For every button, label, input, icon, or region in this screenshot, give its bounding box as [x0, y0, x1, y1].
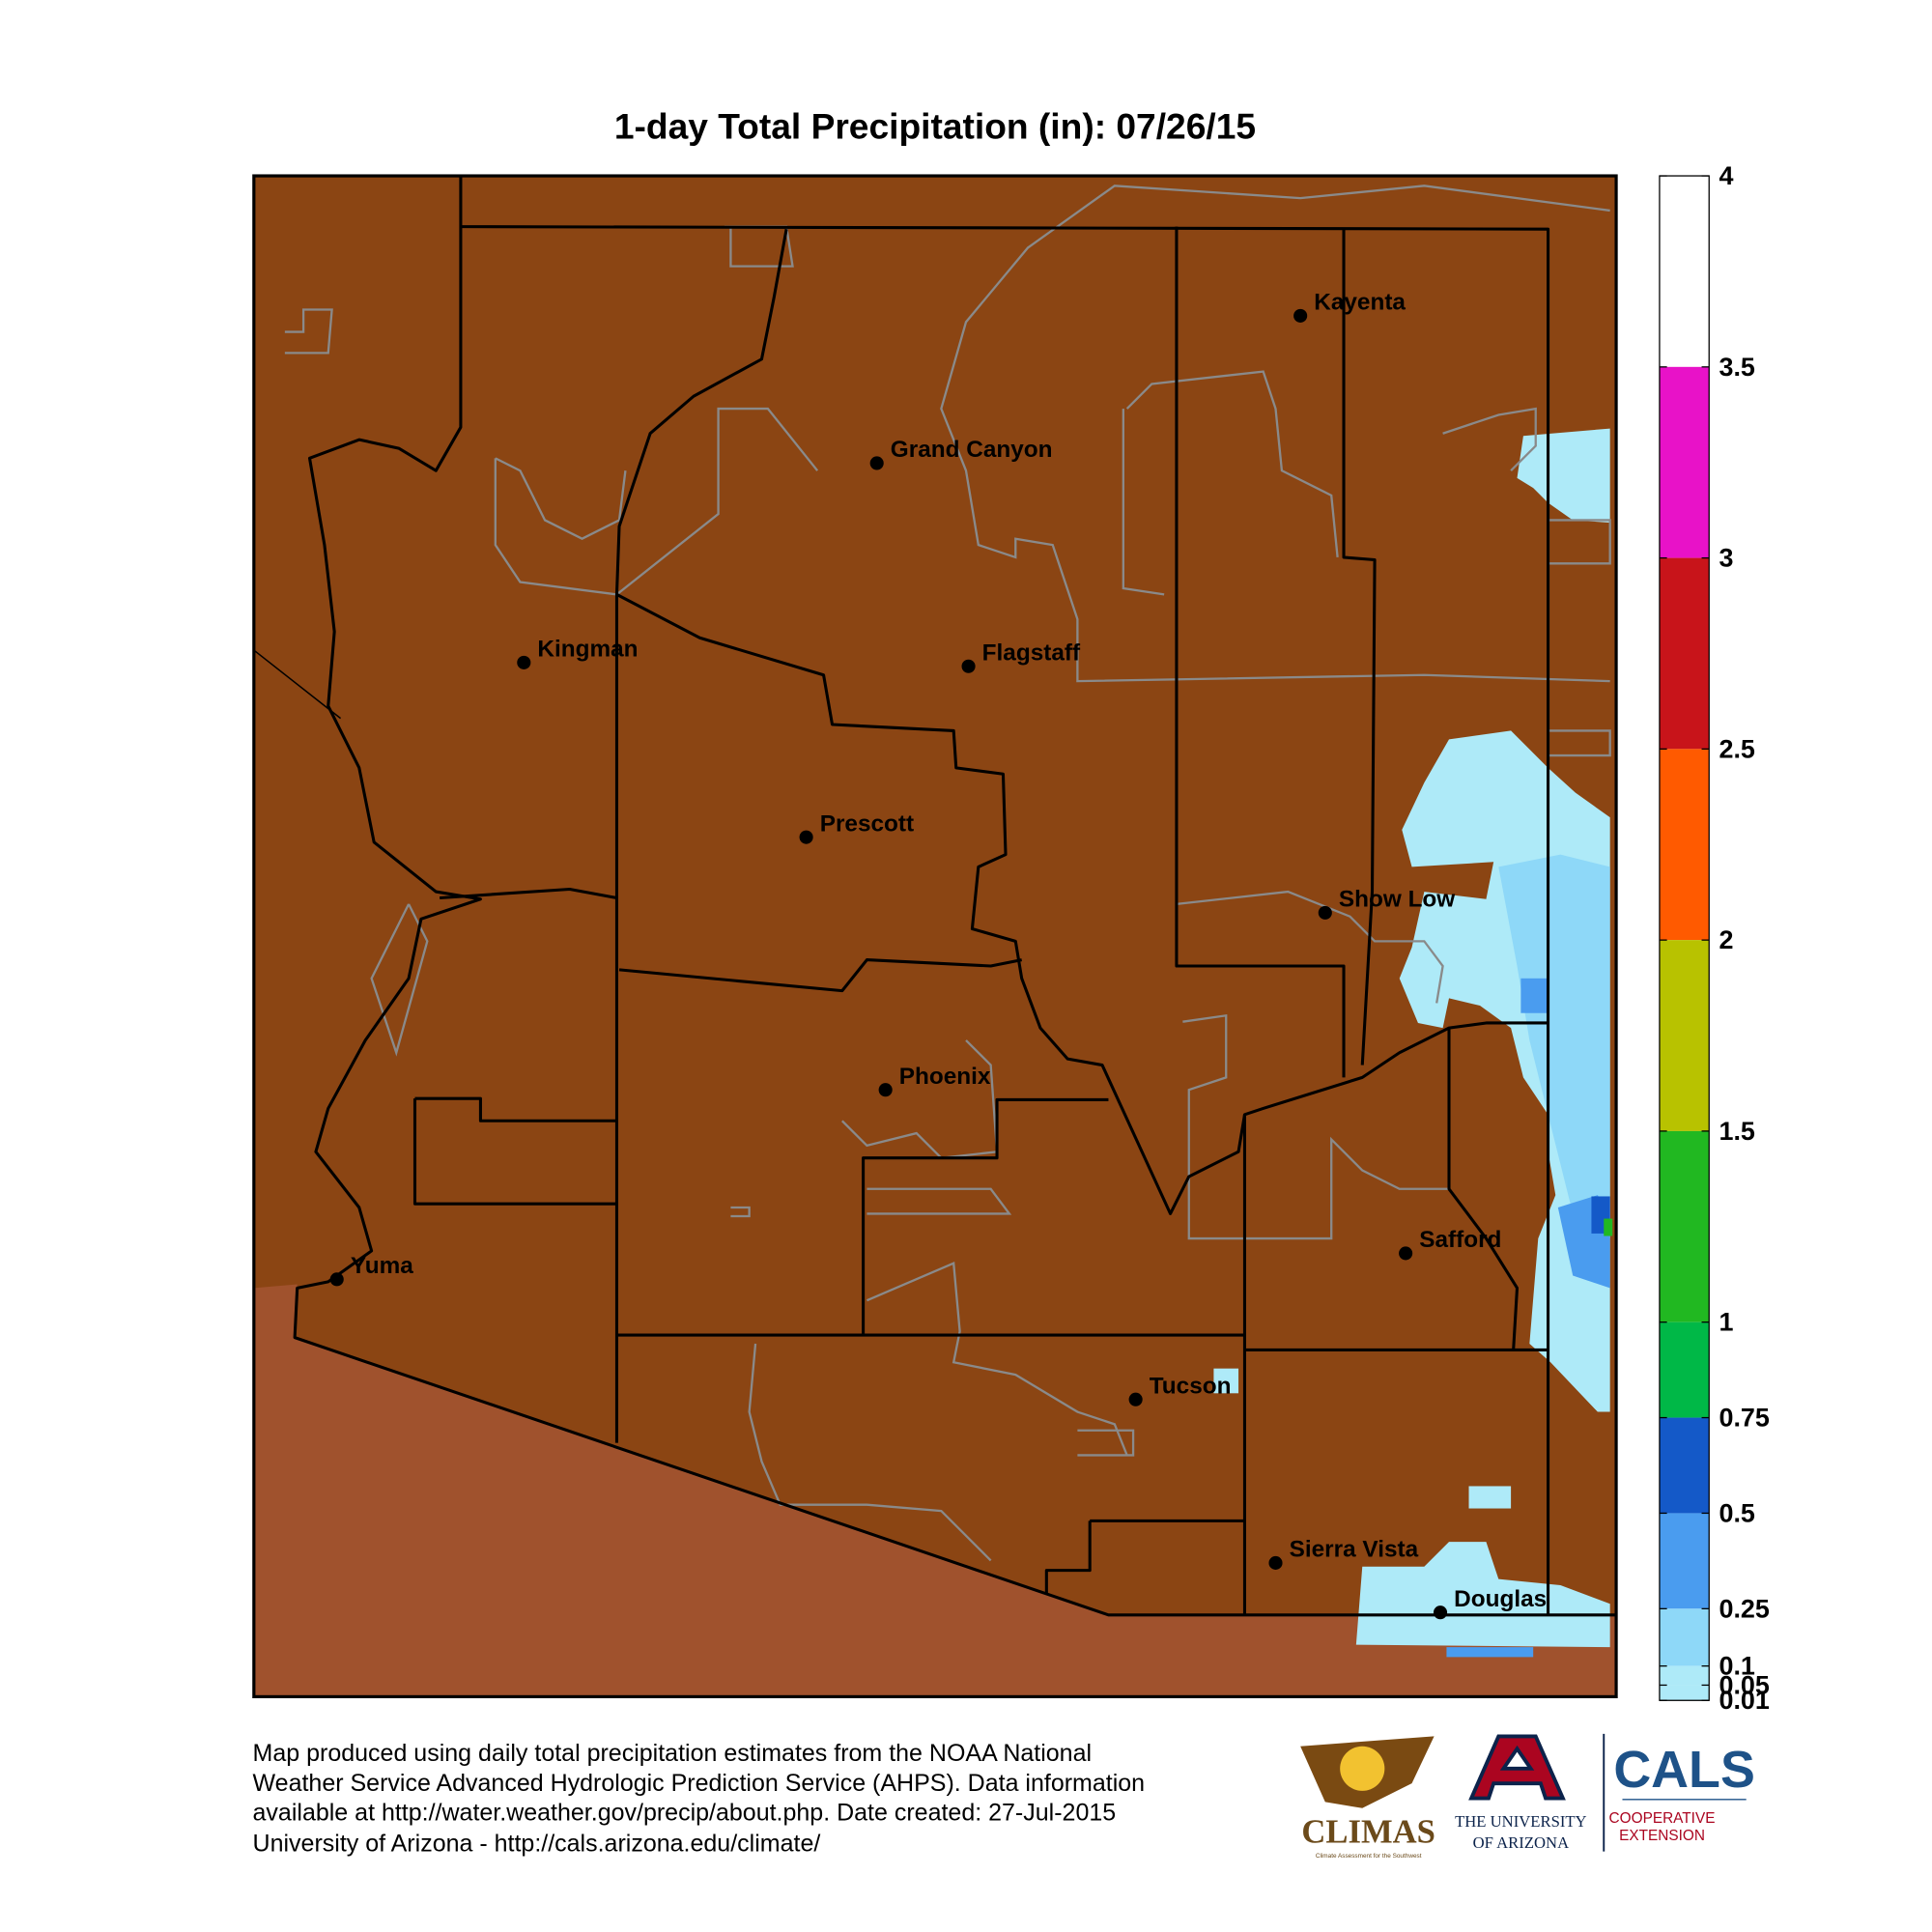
footer-line: University of Arizona - http://cals.ariz…	[253, 1831, 821, 1858]
rain-area	[1520, 978, 1548, 1013]
legend-swatch	[1659, 1665, 1710, 1686]
footer-line: Map produced using daily total precipita…	[253, 1740, 1093, 1767]
legend-tick-label: 0.25	[1719, 1594, 1769, 1623]
gray-boundaries	[284, 185, 1611, 1562]
climas-logo: CLIMAS	[1301, 1814, 1435, 1851]
legend-swatch	[1659, 749, 1710, 941]
city-dot	[329, 1272, 344, 1287]
legend-swatch	[1659, 557, 1710, 750]
legend-tick-label: 4	[1719, 161, 1733, 190]
color-legend: 4 3.5 3 2.5 2 1.5 1 0.75 0.5 0.25 0.10.050.01	[1659, 161, 1770, 1715]
rain-area	[1468, 1486, 1512, 1509]
city-label: Flagstaff	[982, 639, 1081, 666]
city-label: Safford	[1419, 1227, 1501, 1253]
cals-logo: CALS	[1613, 1741, 1755, 1799]
cities: Kayenta Grand Canyon Kingman Flagstaff Presc…	[329, 290, 1547, 1620]
cals-subtitle: EXTENSION	[1619, 1828, 1705, 1844]
ua-text: OF ARIZONA	[1473, 1833, 1569, 1852]
legend-frame	[1659, 175, 1710, 1701]
legend-tick-label: 3	[1719, 544, 1733, 573]
legend-tick-label: 1.5	[1719, 1117, 1754, 1146]
city-dot	[1318, 905, 1332, 920]
rain-area	[1604, 1218, 1613, 1236]
legend-tick-label: 0.01	[1719, 1686, 1769, 1715]
climas-subtitle: Climate Assessment for the Southwest	[1316, 1853, 1422, 1860]
legend-swatch	[1659, 1685, 1710, 1701]
rain-area	[1446, 1647, 1534, 1658]
city-label: Kayenta	[1314, 290, 1406, 316]
map-title: 1-day Total Precipitation (in): 07/26/15	[614, 106, 1256, 147]
city-dot	[1268, 1555, 1283, 1570]
rain-areas	[1213, 428, 1613, 1658]
map: Kayenta Grand Canyon Kingman Flagstaff Presc…	[252, 174, 1618, 1699]
city-dot	[869, 456, 884, 470]
legend-tick-label: 2	[1719, 925, 1733, 954]
city-label: Douglas	[1454, 1586, 1547, 1612]
legend-swatch	[1659, 1321, 1710, 1418]
city-label: Show Low	[1339, 886, 1455, 912]
rain-area	[1355, 1542, 1610, 1648]
city-dot	[1293, 308, 1308, 323]
city-label: Phoenix	[899, 1064, 991, 1090]
city-label: Yuma	[351, 1253, 413, 1279]
legend-tick-label: 2.5	[1719, 734, 1754, 763]
city-dot	[517, 655, 531, 669]
climas-icon	[1340, 1746, 1385, 1791]
ua-text: THE UNIVERSITY	[1455, 1812, 1586, 1831]
city-dot	[878, 1083, 893, 1097]
city-label: Prescott	[820, 810, 914, 837]
city-label: Tucson	[1150, 1373, 1232, 1399]
city-dot	[961, 659, 976, 673]
city-label: Kingman	[537, 636, 638, 662]
city-dot	[1433, 1605, 1448, 1620]
city-label: Sierra Vista	[1290, 1537, 1419, 1563]
legend-tick-label: 1	[1719, 1308, 1733, 1337]
ua-logo	[1468, 1734, 1566, 1801]
legend-swatch	[1659, 1608, 1710, 1666]
map-frame	[252, 174, 1618, 1699]
legend-swatch	[1659, 940, 1710, 1131]
legend-swatch	[1659, 176, 1710, 367]
legend-tick-label: 3.5	[1719, 353, 1754, 382]
logos: CLIMAS Climate Assessment for the Southw…	[1300, 1733, 1755, 1860]
rain-area	[1498, 854, 1610, 1239]
cals-subtitle: COOPERATIVE	[1609, 1810, 1716, 1827]
legend-tick-label: 0.1	[1719, 1652, 1754, 1681]
city-dot	[799, 830, 813, 844]
legend-swatch	[1659, 366, 1710, 558]
legend-tick-label: 0.5	[1719, 1498, 1754, 1527]
city-dot	[1399, 1246, 1413, 1261]
footer: Map produced using daily total precipita…	[253, 1740, 1146, 1858]
legend-swatch	[1659, 1417, 1710, 1514]
footer-line: available at http://water.weather.gov/pr…	[253, 1800, 1117, 1827]
county-borders	[253, 176, 1617, 1617]
legend-tick-label: 0.75	[1719, 1404, 1769, 1433]
legend-tick-label: 0.05	[1719, 1670, 1769, 1699]
legend-swatch	[1659, 1130, 1710, 1322]
legend-swatch	[1659, 1513, 1710, 1609]
city-dot	[1128, 1392, 1143, 1406]
footer-line: Weather Service Advanced Hydrologic Pred…	[253, 1770, 1146, 1797]
city-label: Grand Canyon	[891, 437, 1053, 463]
rain-area	[1213, 1368, 1239, 1394]
rain-area	[1517, 428, 1610, 524]
mexico	[253, 1284, 1617, 1697]
